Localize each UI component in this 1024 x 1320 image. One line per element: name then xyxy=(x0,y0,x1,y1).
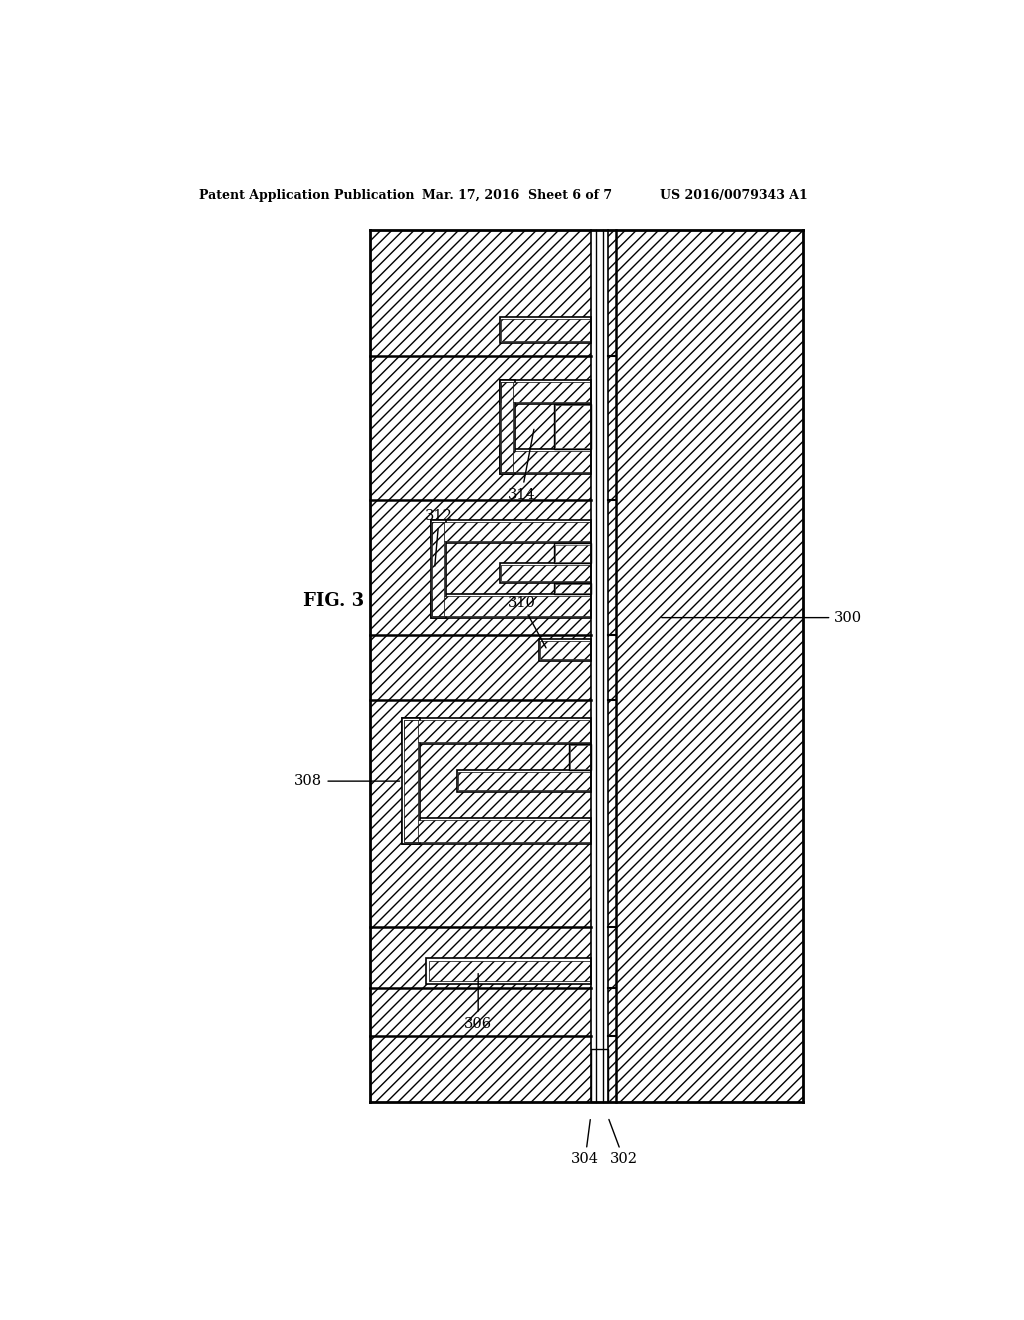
Text: US 2016/0079343 A1: US 2016/0079343 A1 xyxy=(659,189,808,202)
Text: Mar. 17, 2016  Sheet 6 of 7: Mar. 17, 2016 Sheet 6 of 7 xyxy=(422,189,611,202)
Bar xyxy=(569,744,591,771)
Bar xyxy=(502,319,590,341)
Text: FIG. 3: FIG. 3 xyxy=(303,591,364,610)
Bar xyxy=(500,317,591,343)
Text: 312: 312 xyxy=(425,510,454,566)
Bar xyxy=(404,719,590,742)
Text: 306: 306 xyxy=(464,974,493,1031)
Bar xyxy=(554,582,591,594)
Bar xyxy=(500,380,591,404)
Bar xyxy=(555,545,590,562)
Bar xyxy=(431,520,445,618)
Bar xyxy=(555,583,590,593)
Bar xyxy=(591,1049,608,1102)
Bar xyxy=(502,381,513,471)
Text: 314: 314 xyxy=(508,429,536,502)
Bar xyxy=(426,958,591,983)
Bar xyxy=(502,565,590,581)
Bar xyxy=(554,544,591,562)
Bar xyxy=(457,771,591,792)
Bar xyxy=(432,521,444,615)
Bar xyxy=(555,405,590,449)
Text: 304: 304 xyxy=(571,1119,599,1167)
Bar xyxy=(402,718,420,845)
Bar xyxy=(458,772,590,789)
Text: Patent Application Publication: Patent Application Publication xyxy=(200,189,415,202)
Bar xyxy=(608,230,615,1102)
Bar xyxy=(429,961,590,981)
Bar xyxy=(500,449,591,474)
Bar xyxy=(539,639,591,661)
Bar xyxy=(554,404,591,449)
Text: 302: 302 xyxy=(609,1119,638,1167)
Bar xyxy=(404,820,590,842)
Bar xyxy=(370,230,591,1102)
Bar xyxy=(541,642,590,659)
Bar xyxy=(569,744,590,770)
Bar xyxy=(402,818,591,845)
Bar xyxy=(502,381,590,401)
Bar xyxy=(431,594,591,618)
Text: 310: 310 xyxy=(508,595,546,648)
Bar xyxy=(615,230,803,1102)
Bar xyxy=(432,521,590,541)
Bar xyxy=(502,451,590,471)
Text: 300: 300 xyxy=(662,611,862,624)
Bar xyxy=(432,597,590,615)
Bar xyxy=(500,562,591,582)
Bar xyxy=(404,719,418,842)
Bar xyxy=(402,718,591,744)
Text: 308: 308 xyxy=(294,774,399,788)
Bar xyxy=(431,520,591,544)
Bar xyxy=(500,380,515,474)
